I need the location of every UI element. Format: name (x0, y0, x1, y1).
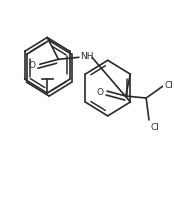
Text: Cl: Cl (165, 81, 174, 90)
Text: NH: NH (80, 52, 93, 61)
Text: O: O (28, 61, 35, 70)
Text: O: O (96, 88, 103, 96)
Text: Cl: Cl (151, 123, 160, 132)
